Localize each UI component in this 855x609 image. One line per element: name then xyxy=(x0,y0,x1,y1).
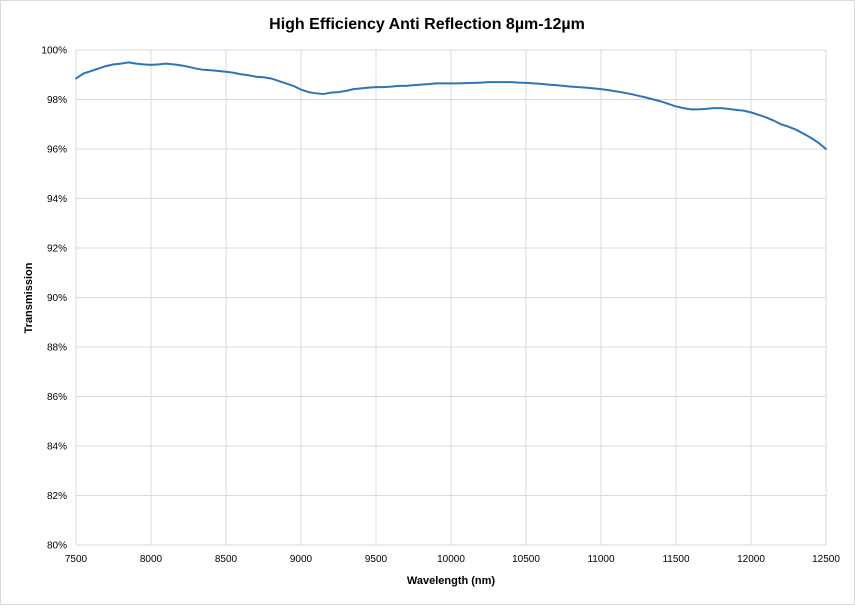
x-tick-label: 9500 xyxy=(365,554,388,565)
x-tick-label: 8500 xyxy=(215,554,238,565)
x-tick-label: 7500 xyxy=(65,554,88,565)
y-tick-label: 96% xyxy=(47,145,67,156)
x-tick-label: 9000 xyxy=(290,554,313,565)
tick-labels: 80% 82% 84% 86% 88% 90% 92% 94% 96% 98% 100% 7500 80… xyxy=(41,46,840,566)
y-tick-label: 94% xyxy=(47,194,67,205)
x-tick-label: 8000 xyxy=(140,554,163,565)
x-tick-label: 10500 xyxy=(512,554,540,565)
transmission-series-line xyxy=(75,61,827,150)
y-tick-label: 82% xyxy=(47,491,67,502)
x-tick-label: 12000 xyxy=(737,554,765,565)
grid-lines xyxy=(75,49,827,546)
y-tick-label: 90% xyxy=(47,293,67,304)
x-axis-label: Wavelength (nm) xyxy=(407,575,496,587)
y-tick-label: 88% xyxy=(47,343,67,354)
y-tick-label: 80% xyxy=(47,541,67,552)
y-tick-label: 92% xyxy=(47,244,67,255)
x-tick-label: 11500 xyxy=(662,554,690,565)
y-tick-label: 84% xyxy=(47,442,67,453)
y-axis-label: Transmission xyxy=(23,262,35,333)
y-tick-label: 86% xyxy=(47,392,67,403)
chart-title: High Efficiency Anti Reflection 8µm-12µm xyxy=(269,16,585,33)
x-tick-label: 11000 xyxy=(587,554,615,565)
y-tick-label: 98% xyxy=(47,95,67,106)
x-tick-label: 10000 xyxy=(437,554,465,565)
x-tick-label: 12500 xyxy=(812,554,840,565)
y-tick-label: 100% xyxy=(41,46,67,57)
series-layer xyxy=(75,61,827,150)
